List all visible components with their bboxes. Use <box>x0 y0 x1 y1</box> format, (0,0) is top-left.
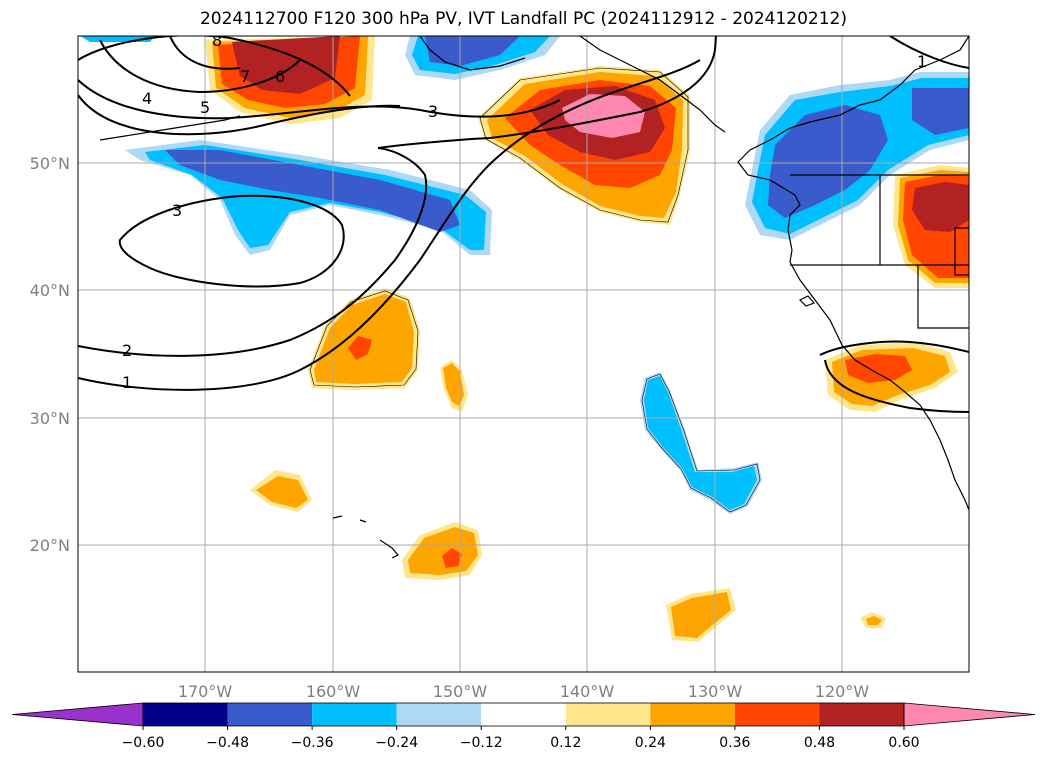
colorbar-swatch <box>819 703 904 726</box>
positive-region <box>442 548 462 568</box>
colorbar-tick-label: −0.36 <box>291 735 334 751</box>
colorbar-swatch <box>396 703 482 726</box>
colorbar-extend-high <box>903 702 1036 727</box>
map-frame <box>77 35 970 673</box>
lon-label: 160°W <box>306 682 361 701</box>
contour-label: 7 <box>240 67 250 86</box>
lat-label: 30°N <box>30 409 70 428</box>
colorbar-frame <box>142 702 905 727</box>
negative-region <box>912 88 969 135</box>
graticule <box>78 36 969 672</box>
lat-label: 40°N <box>30 281 70 300</box>
colorbar-tick-label: −0.12 <box>460 735 503 751</box>
colorbar: −0.60 −0.48 −0.36 −0.24 −0.12 0.12 0.24 0.36 0.4… <box>11 702 1036 751</box>
colorbar-tick-label: −0.60 <box>122 735 165 751</box>
negative-region <box>768 105 888 218</box>
contour-label: 8 <box>212 31 222 50</box>
positive-region <box>443 363 464 406</box>
lon-label: 170°W <box>178 682 233 701</box>
colorbar-swatch <box>734 703 820 726</box>
lat-label: 50°N <box>30 154 70 173</box>
colorbar-tick-label: −0.24 <box>375 735 418 751</box>
positive-region <box>256 476 308 508</box>
positive-region <box>912 182 969 232</box>
lat-label: 20°N <box>30 536 70 555</box>
lon-label: 120°W <box>815 682 870 701</box>
colorbar-swatch <box>312 703 397 726</box>
map-title: 2024112700 F120 300 hPa PV, IVT Landfall… <box>199 9 847 29</box>
negative-region <box>425 36 520 66</box>
longitude-labels: 170°W 160°W 150°W 140°W 130°W 120°W <box>178 682 870 701</box>
pv-contours <box>78 36 969 413</box>
colorbar-tick-label: 0.48 <box>804 735 835 751</box>
contour-label: 3 <box>428 102 438 121</box>
colorbar-swatch <box>650 703 735 726</box>
lon-label: 130°W <box>688 682 743 701</box>
colorbar-swatch <box>481 703 566 726</box>
colorbar-ticks: −0.60 −0.48 −0.36 −0.24 −0.12 0.12 0.24 0.36 0.4… <box>122 726 920 751</box>
contour-label: 2 <box>122 341 132 360</box>
lon-label: 140°W <box>560 682 615 701</box>
contour-label: 1 <box>917 52 927 71</box>
colorbar-tick-label: −0.48 <box>206 735 249 751</box>
colorbar-tick-label: 0.60 <box>888 735 919 751</box>
positive-region <box>671 592 731 638</box>
colorbar-swatches <box>11 702 1036 727</box>
positive-region <box>348 336 372 360</box>
map-plot-area: 1 2 3 3 4 5 6 7 8 1 <box>78 31 969 672</box>
lon-label: 150°W <box>433 682 488 701</box>
contour-label: 4 <box>142 89 152 108</box>
positive-region <box>408 527 478 575</box>
contour-labels: 1 2 3 3 4 5 6 7 8 1 <box>122 31 927 392</box>
negative-region <box>165 150 460 232</box>
contour-label: 1 <box>122 373 132 392</box>
colorbar-swatch <box>227 703 313 726</box>
positive-region <box>232 36 340 94</box>
coastlines <box>99 36 969 559</box>
latitude-labels: 50°N 40°N 30°N 20°N <box>30 154 70 555</box>
contour-label: 3 <box>172 201 182 220</box>
positive-region <box>866 616 882 625</box>
contour-label: 5 <box>200 98 210 117</box>
colorbar-extend-low <box>11 702 144 727</box>
negative-region <box>644 376 757 510</box>
colorbar-tick-label: 0.12 <box>550 735 581 751</box>
positive-region <box>845 354 912 383</box>
pc-shading <box>80 36 969 642</box>
contour-label: 6 <box>275 67 285 86</box>
colorbar-tick-label: 0.36 <box>719 735 750 751</box>
colorbar-swatch <box>143 703 228 726</box>
colorbar-swatch <box>565 703 651 726</box>
colorbar-tick-label: 0.24 <box>635 735 666 751</box>
